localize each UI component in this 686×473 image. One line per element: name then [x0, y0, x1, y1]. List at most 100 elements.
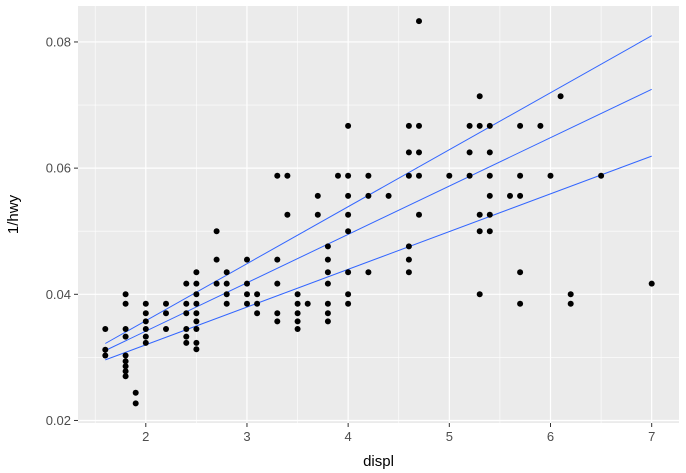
- data-point: [142, 310, 149, 317]
- data-point: [476, 291, 483, 298]
- data-point: [507, 192, 513, 199]
- data-point: [567, 300, 574, 307]
- data-point: [244, 256, 250, 263]
- data-point: [517, 122, 524, 129]
- data-point: [476, 211, 483, 218]
- data-point: [345, 300, 352, 307]
- data-point: [122, 333, 129, 340]
- data-point: [345, 269, 352, 276]
- data-point: [284, 172, 291, 179]
- data-point: [345, 192, 352, 199]
- data-point: [193, 318, 200, 325]
- data-point: [244, 280, 250, 287]
- data-point: [122, 373, 129, 380]
- data-point: [183, 333, 190, 340]
- y-axis-title: 1/hwy: [5, 194, 22, 234]
- data-point: [476, 228, 483, 235]
- data-point: [547, 172, 554, 179]
- x-tick-label: 6: [547, 429, 554, 444]
- data-point: [183, 339, 190, 346]
- data-point: [345, 172, 352, 179]
- plot-panel: [78, 6, 679, 423]
- data-point: [648, 280, 655, 287]
- data-point: [132, 389, 139, 396]
- y-tick-label: 0.08: [46, 34, 71, 49]
- data-point: [244, 300, 250, 307]
- data-point: [416, 149, 422, 156]
- data-point: [193, 269, 200, 276]
- data-point: [345, 211, 352, 218]
- data-point: [294, 326, 301, 332]
- data-point: [416, 172, 422, 179]
- data-point: [183, 280, 190, 287]
- data-point: [254, 291, 261, 298]
- data-point: [405, 269, 412, 276]
- data-point: [274, 256, 281, 263]
- data-point: [486, 149, 493, 156]
- data-point: [223, 300, 230, 307]
- data-point: [294, 318, 301, 325]
- data-point: [324, 318, 331, 325]
- data-point: [294, 291, 301, 298]
- x-axis-title: displ: [363, 453, 394, 470]
- data-point: [274, 172, 281, 179]
- data-point: [345, 228, 352, 235]
- data-point: [193, 300, 200, 307]
- x-tick-label: 5: [446, 429, 453, 444]
- data-point: [405, 122, 412, 129]
- data-point: [142, 339, 149, 346]
- data-point: [446, 172, 453, 179]
- data-point: [193, 280, 200, 287]
- data-point: [122, 291, 129, 298]
- x-tick-label: 7: [648, 429, 655, 444]
- data-point: [163, 310, 169, 317]
- fit-line: [105, 155, 652, 361]
- data-point: [365, 269, 372, 276]
- x-axis-ticks: 2 3 4 5 6 7: [142, 423, 655, 444]
- data-point: [183, 300, 190, 307]
- fit-line: [105, 88, 652, 351]
- data-point: [223, 280, 230, 287]
- data-point: [254, 310, 261, 317]
- data-point: [345, 291, 352, 298]
- data-point: [213, 280, 220, 287]
- data-point: [557, 93, 564, 100]
- data-point: [122, 326, 129, 332]
- x-tick-label: 4: [345, 429, 352, 444]
- data-point: [213, 228, 220, 235]
- data-point: [416, 18, 422, 25]
- data-point: [122, 363, 129, 370]
- grid-minor: [78, 6, 679, 423]
- data-point: [537, 122, 544, 129]
- data-point: [142, 318, 149, 325]
- data-point: [324, 256, 331, 263]
- data-point: [142, 326, 149, 332]
- data-point: [486, 172, 493, 179]
- grid-major: [78, 6, 679, 423]
- data-point: [405, 172, 412, 179]
- data-point: [183, 326, 190, 332]
- data-point: [304, 300, 311, 307]
- data-point: [324, 243, 331, 250]
- data-point: [163, 300, 169, 307]
- data-point: [122, 300, 129, 307]
- data-point: [193, 310, 200, 317]
- data-point: [517, 300, 524, 307]
- data-point: [193, 339, 200, 346]
- data-point: [416, 122, 422, 129]
- y-tick-label: 0.06: [46, 161, 71, 176]
- data-point: [213, 256, 220, 263]
- data-point: [405, 256, 412, 263]
- data-point: [466, 172, 473, 179]
- data-point: [193, 346, 200, 353]
- data-point: [183, 310, 190, 317]
- data-point: [486, 122, 493, 129]
- x-tick-label: 3: [243, 429, 250, 444]
- data-point: [122, 352, 129, 359]
- x-tick-label: 2: [142, 429, 149, 444]
- data-point: [598, 172, 605, 179]
- data-point: [142, 300, 149, 307]
- data-point: [365, 192, 372, 199]
- data-point: [466, 122, 473, 129]
